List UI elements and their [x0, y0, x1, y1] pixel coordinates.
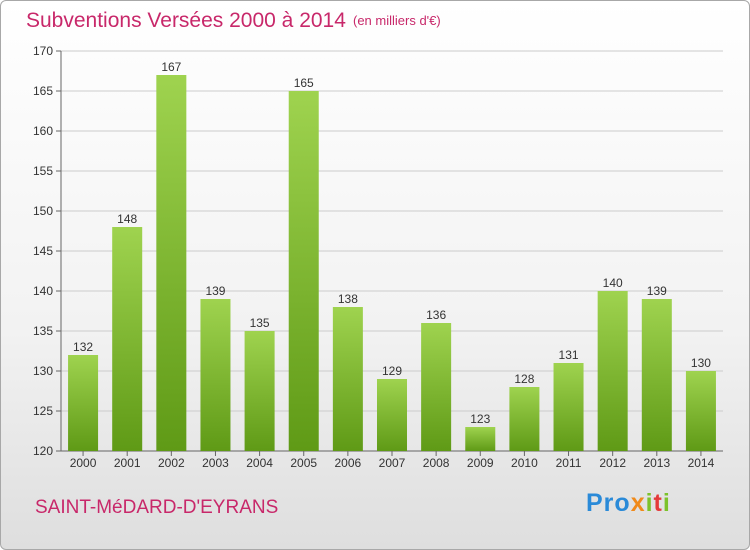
bar: [376, 379, 408, 451]
x-tick-label: 2011: [556, 456, 582, 470]
y-tick-label: 170: [33, 44, 53, 58]
labels: 120 125 130 135 140 145 150 155 160 165 170 132 2000…: [33, 44, 715, 470]
y-tick-label: 125: [33, 404, 53, 418]
data-label: 128: [514, 372, 534, 386]
bar: [112, 227, 143, 451]
y-tick-label: 165: [33, 84, 53, 98]
proxiti-logo[interactable]: Proxiti: [586, 489, 671, 518]
data-label: 148: [117, 212, 137, 226]
y-tick-label: 150: [33, 204, 53, 218]
chart-subtitle: (en milliers d'€): [353, 13, 441, 28]
bar: [244, 331, 275, 451]
data-label: 167: [161, 60, 181, 74]
x-tick-label: 2000: [70, 456, 97, 470]
x-tick-label: 2013: [643, 456, 670, 470]
bars: [68, 75, 716, 451]
x-tick-label: 2005: [290, 456, 317, 470]
bar: [509, 387, 540, 451]
y-tick-label: 140: [33, 284, 53, 298]
data-label: 139: [647, 284, 667, 298]
chart-title: Subventions Versées 2000 à 2014: [26, 9, 346, 32]
logo-part-5: i: [662, 489, 671, 517]
bar: [421, 323, 452, 451]
data-label: 165: [294, 76, 314, 90]
y-tick-label: 130: [33, 364, 53, 378]
bar: [465, 427, 496, 451]
commune-name: SAINT-MéDARD-D'EYRANS: [35, 497, 279, 518]
data-label: 132: [73, 340, 93, 354]
x-tick-label: 2010: [511, 456, 538, 470]
data-label: 135: [250, 316, 270, 330]
x-tick-label: 2002: [158, 456, 185, 470]
x-tick-label: 2009: [467, 456, 494, 470]
bar: [288, 91, 319, 451]
data-label: 138: [338, 292, 358, 306]
data-label: 139: [205, 284, 225, 298]
x-tick-label: 2006: [335, 456, 362, 470]
y-tick-label: 160: [33, 124, 53, 138]
data-label: 129: [382, 364, 402, 378]
y-tick-label: 145: [33, 244, 53, 258]
data-label: 140: [603, 276, 623, 290]
bar: [332, 307, 363, 451]
bar: [156, 75, 187, 451]
x-tick-label: 2001: [114, 456, 141, 470]
x-tick-label: 2012: [599, 456, 626, 470]
data-label: 123: [470, 412, 490, 426]
x-tick-label: 2003: [202, 456, 229, 470]
y-tick-label: 135: [33, 324, 53, 338]
bar: [68, 355, 99, 451]
bar: [553, 363, 584, 451]
data-label: 131: [559, 348, 579, 362]
logo-part-2: x: [630, 489, 646, 517]
bar: [597, 291, 628, 451]
logo-part-3: i: [645, 489, 654, 517]
x-tick-label: 2008: [423, 456, 450, 470]
y-tick-label: 120: [33, 444, 53, 458]
y-tick-label: 155: [33, 164, 53, 178]
x-tick-label: 2004: [246, 456, 273, 470]
x-tick-label: 2007: [379, 456, 406, 470]
data-label: 130: [691, 356, 711, 370]
logo-part-1: Pro: [586, 489, 631, 517]
bar: [641, 299, 672, 451]
bar: [685, 371, 716, 451]
data-label: 136: [426, 308, 446, 322]
x-tick-label: 2014: [688, 456, 715, 470]
bar: [200, 299, 231, 451]
logo-part-4: t: [653, 489, 663, 517]
